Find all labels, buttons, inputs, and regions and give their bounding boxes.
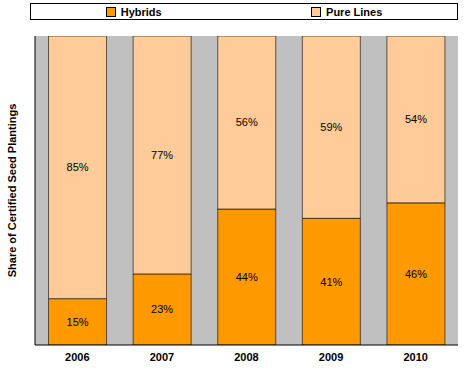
- svg-text:85%: 85%: [67, 161, 89, 173]
- svg-text:Share of Certified Seed Planti: Share of Certified Seed Plantings: [8, 104, 18, 278]
- svg-text:77%: 77%: [151, 149, 173, 161]
- svg-text:2009: 2009: [319, 351, 343, 363]
- svg-text:2008: 2008: [234, 351, 258, 363]
- svg-text:41%: 41%: [320, 276, 342, 288]
- svg-text:44%: 44%: [236, 271, 258, 283]
- svg-text:15%: 15%: [67, 316, 89, 328]
- svg-text:56%: 56%: [236, 116, 258, 128]
- html-text:Pure Lines: Pure Lines: [326, 5, 383, 18]
- svg-text:46%: 46%: [405, 268, 427, 280]
- svg-text:59%: 59%: [320, 121, 342, 133]
- svg-text:2010: 2010: [403, 351, 427, 363]
- svg-text:2007: 2007: [150, 351, 174, 363]
- svg-text:23%: 23%: [151, 303, 173, 315]
- svg-text:54%: 54%: [405, 113, 427, 125]
- html-text:Hybrids: Hybrids: [120, 5, 162, 18]
- svg-text:2006: 2006: [65, 351, 89, 363]
